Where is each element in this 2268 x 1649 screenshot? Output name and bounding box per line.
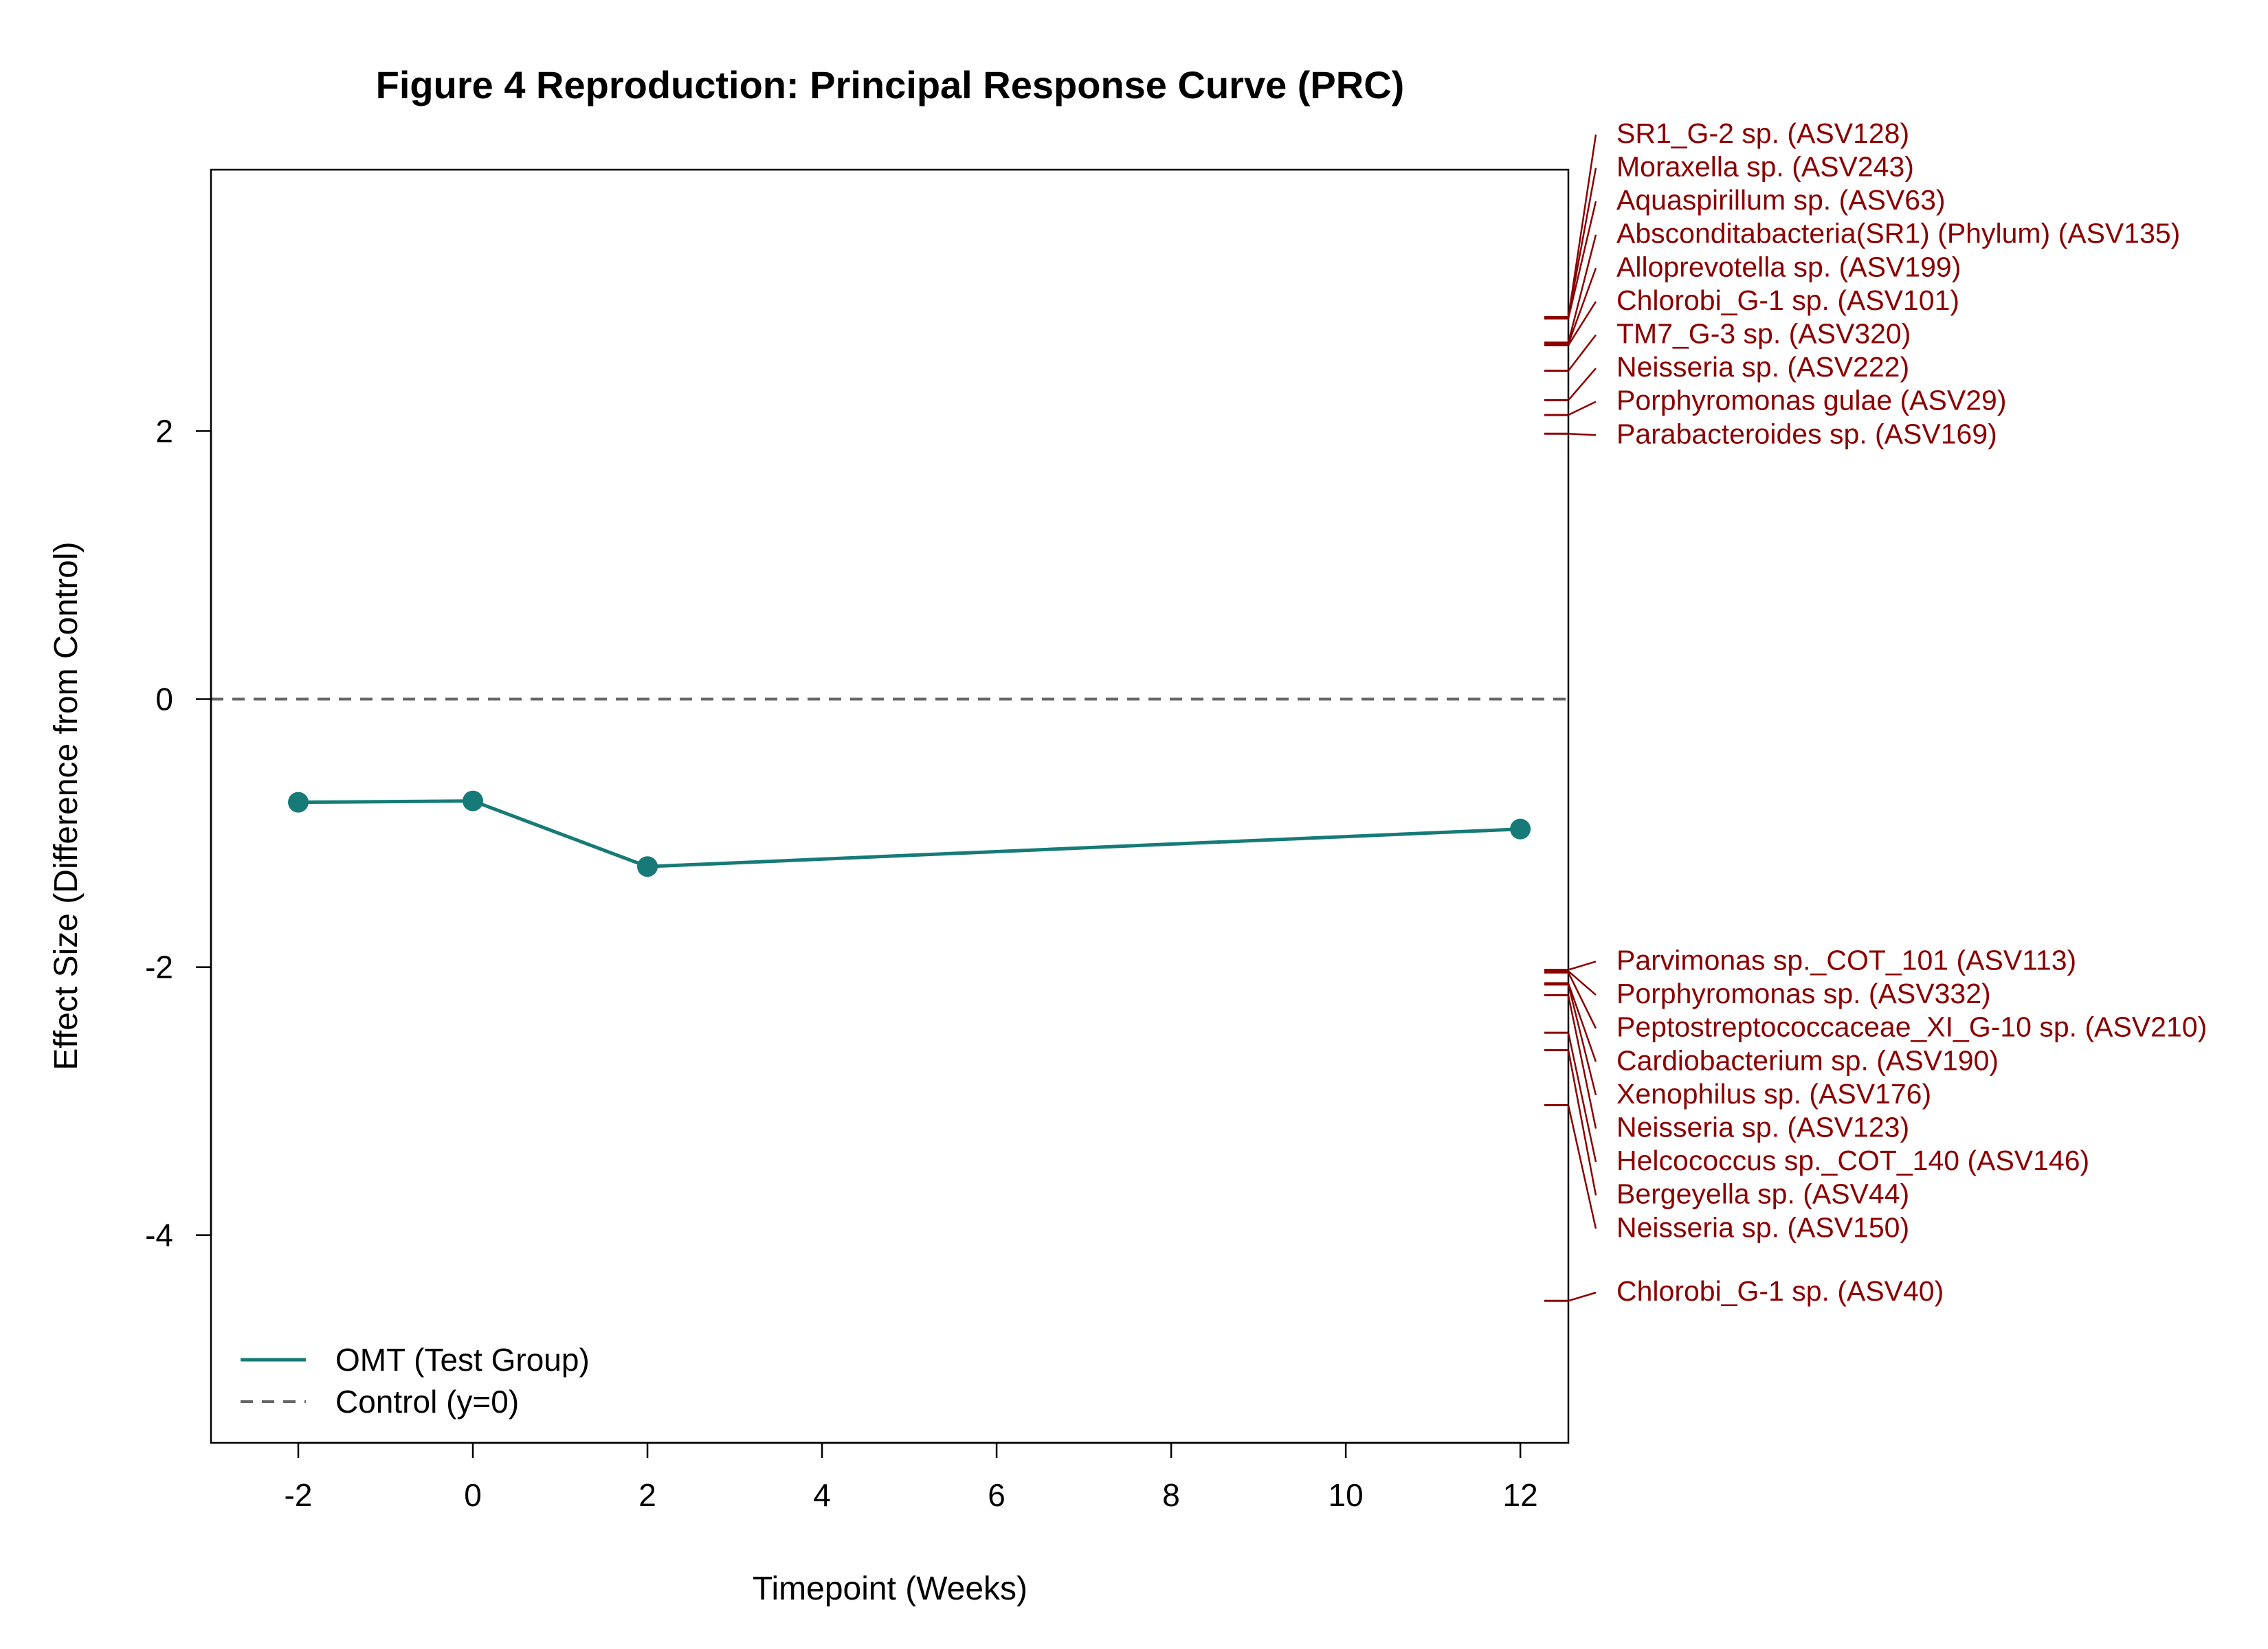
species-leader-line	[1568, 970, 1597, 996]
y-tick-label: -2	[145, 950, 173, 985]
species-leader-line	[1568, 1292, 1597, 1302]
y-axis: -4 -2 0 2	[145, 413, 212, 1253]
y-tick-label: 2	[155, 413, 173, 449]
species-label: Bergeyella sp. (ASV44)	[1616, 1178, 1909, 1210]
species-label: Absconditabacteria(SR1) (Phylum) (ASV135…	[1616, 218, 2180, 249]
legend-label-control: Control (y=0)	[335, 1384, 519, 1420]
omt-data-point	[463, 790, 484, 811]
species-label: Parvimonas sp._COT_101 (ASV113)	[1616, 944, 2076, 976]
species-label: Porphyromonas sp. (ASV332)	[1616, 978, 1991, 1009]
y-tick-label: 0	[155, 681, 173, 717]
species-leader-line	[1568, 334, 1597, 372]
x-tick-label: 12	[1503, 1477, 1538, 1513]
species-label: Xenophilus sp. (ASV176)	[1616, 1078, 1931, 1110]
species-label: Neisseria sp. (ASV123)	[1616, 1111, 1909, 1143]
species-label: Alloprevotella sp. (ASV199)	[1616, 251, 1961, 282]
chart-title: Figure 4 Reproduction: Principal Respons…	[376, 63, 1405, 106]
species-label: TM7_G-3 sp. (ASV320)	[1616, 317, 1911, 349]
omt-data-point	[1510, 818, 1531, 840]
x-tick-label: 2	[638, 1477, 656, 1513]
x-tick-label: 0	[464, 1477, 482, 1513]
species-label: Aquaspirillum sp. (ASV63)	[1616, 184, 1946, 216]
species-leader-line	[1568, 433, 1597, 436]
species-leader-line	[1567, 134, 1597, 317]
species-leader-line	[1568, 961, 1597, 971]
species-label: Moraxella sp. (ASV243)	[1616, 150, 1914, 182]
x-axis-title: Timepoint (Weeks)	[753, 1571, 1027, 1607]
y-axis-title: Effect Size (Difference from Control)	[48, 541, 85, 1070]
species-label: Parabacteroides sp. (ASV169)	[1616, 418, 1997, 449]
species-label: Helcococcus sp._COT_140 (ASV146)	[1616, 1145, 2089, 1176]
species-leader-line	[1567, 267, 1597, 344]
x-tick-label: 8	[1162, 1477, 1180, 1513]
x-tick-label: -2	[285, 1477, 313, 1513]
species-label: Neisseria sp. (ASV150)	[1616, 1211, 1909, 1243]
x-tick-label: 10	[1328, 1477, 1364, 1513]
species-leader-line	[1567, 1050, 1597, 1196]
species-leader-line	[1567, 972, 1597, 1029]
species-leader-line	[1567, 234, 1597, 343]
species-label: Neisseria sp. (ASV222)	[1616, 351, 1909, 383]
species-leader-line	[1567, 168, 1597, 317]
species-leader-line	[1568, 368, 1597, 401]
species-leader-line	[1567, 1032, 1597, 1163]
species-leader-line	[1567, 984, 1597, 1096]
species-scores: SR1_G-2 sp. (ASV128)Moraxella sp. (ASV24…	[1544, 117, 2207, 1307]
species-label: Chlorobi_G-1 sp. (ASV101)	[1616, 284, 1959, 316]
species-leader-line	[1567, 995, 1597, 1129]
species-leader-line	[1567, 201, 1597, 319]
species-label: Chlorobi_G-1 sp. (ASV40)	[1616, 1275, 1944, 1307]
species-label: Cardiobacterium sp. (ASV190)	[1616, 1044, 1999, 1076]
omt-series-line	[298, 799, 1521, 868]
x-tick-label: 6	[988, 1477, 1005, 1513]
x-tick-label: 4	[813, 1477, 831, 1513]
series-layer	[288, 790, 1531, 877]
omt-data-point	[288, 792, 309, 813]
x-axis: -2 0 2 4 6 8 10 12	[285, 1442, 1538, 1513]
species-leader-line	[1567, 1105, 1597, 1229]
legend-label-omt: OMT (Test Group)	[335, 1342, 590, 1378]
omt-data-point	[637, 856, 658, 877]
species-label: Peptostreptococcaceae_XI_G-10 sp. (ASV21…	[1616, 1011, 2207, 1043]
species-label: Porphyromonas gulae (ASV29)	[1616, 385, 2006, 416]
species-leader-line	[1567, 301, 1597, 346]
y-tick-label: -4	[145, 1218, 173, 1253]
species-leader-line	[1567, 983, 1597, 1062]
species-leader-line	[1568, 401, 1597, 416]
legend: OMT (Test Group) Control (y=0)	[241, 1342, 590, 1420]
species-label: SR1_G-2 sp. (ASV128)	[1616, 117, 1909, 149]
